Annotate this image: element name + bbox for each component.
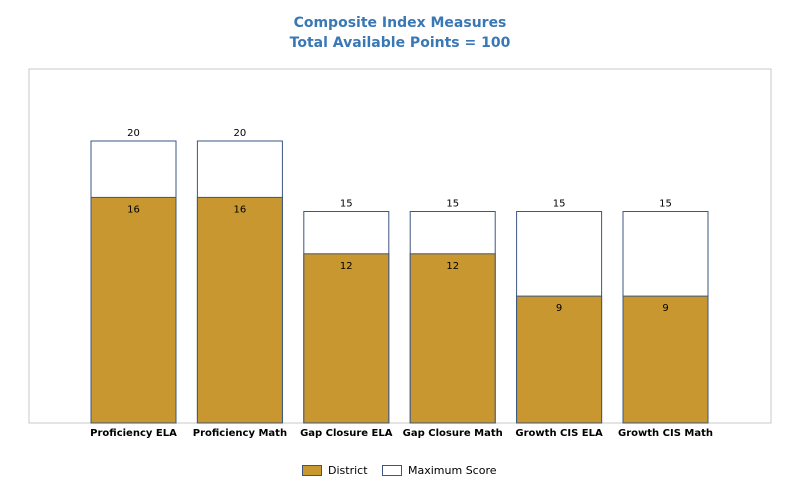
- category-label: Growth CIS Math: [618, 428, 713, 439]
- category-label: Growth CIS ELA: [515, 428, 603, 439]
- data-label-maximum-score: 15: [659, 199, 672, 210]
- data-label-district: 12: [446, 261, 459, 272]
- data-label-district: 9: [662, 303, 668, 314]
- bar-district: [90, 196, 177, 424]
- data-label-maximum-score: 20: [127, 128, 140, 139]
- bar-district: [516, 295, 603, 424]
- category-label: Gap Closure ELA: [300, 428, 393, 439]
- category-label: Gap Closure Math: [403, 428, 503, 439]
- data-label-maximum-score: 15: [553, 199, 566, 210]
- chart-title: Composite Index Measures: [293, 15, 507, 31]
- data-label-district: 12: [340, 261, 353, 272]
- category-label: Proficiency ELA: [90, 428, 177, 439]
- bar-district: [409, 253, 496, 424]
- data-label-district: 16: [234, 204, 247, 215]
- bar-district: [303, 253, 390, 424]
- data-label-maximum-score: 15: [340, 199, 353, 210]
- legend-label-maximum-score: Maximum Score: [408, 464, 497, 477]
- legend-label-district: District: [328, 464, 368, 477]
- chart-subtitle: Total Available Points = 100: [289, 35, 511, 51]
- data-label-district: 16: [127, 204, 140, 215]
- legend-item-district: District: [302, 464, 368, 477]
- bar-district: [622, 295, 709, 424]
- legend-swatch-maximum-score: [382, 465, 402, 476]
- bars-group: 20 16 Proficiency ELA 20 16 Proficiency Math 1…: [90, 128, 713, 439]
- legend-item-maximum-score: Maximum Score: [382, 464, 497, 477]
- data-label-district: 9: [556, 303, 562, 314]
- category-label: Proficiency Math: [193, 428, 287, 439]
- bar-district: [196, 196, 283, 424]
- data-label-maximum-score: 15: [446, 199, 459, 210]
- legend-swatch-district: [302, 465, 322, 476]
- data-label-maximum-score: 20: [234, 128, 247, 139]
